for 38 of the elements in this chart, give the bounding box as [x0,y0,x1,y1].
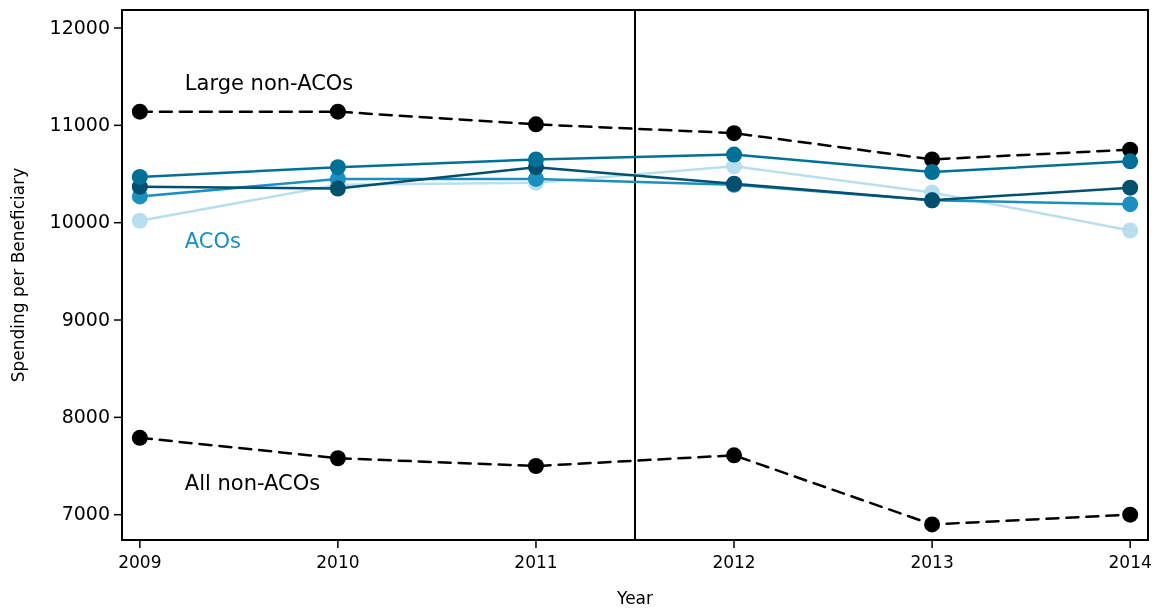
point [726,125,743,142]
point [726,447,743,464]
series-label: Large non-ACOs [184,70,354,95]
point [1122,179,1139,196]
point [329,103,346,120]
series-label: All non-ACOs [184,470,321,495]
point [527,116,544,133]
point [131,429,148,446]
x-tick-label: 2012 [712,552,756,572]
point [329,159,346,176]
point [1122,506,1139,523]
x-tick-label: 2014 [1108,552,1152,572]
y-tick-label: 10000 [49,210,110,233]
x-tick-label: 2009 [118,552,162,572]
x-tick-label: 2010 [316,552,360,572]
point [1122,196,1139,213]
point [329,450,346,467]
x-tick-label: 2013 [910,552,954,572]
series-label: ACOs [184,229,241,254]
y-tick-label: 8000 [61,404,110,427]
y-tick-label: 11000 [49,112,110,135]
x-axis-title: Year [616,588,653,608]
y-tick-label: 9000 [61,307,110,330]
point [924,164,941,181]
x-tick-label: 2011 [514,552,558,572]
point [726,146,743,163]
point [1122,222,1139,239]
y-axis-title: Spending per Beneficiary [8,167,28,383]
point [131,103,148,120]
point [527,458,544,475]
y-tick-label: 12000 [49,15,110,38]
point [1122,153,1139,170]
point [924,516,941,533]
point [527,151,544,168]
point [131,168,148,185]
y-tick-label: 7000 [61,502,110,525]
point [329,180,346,197]
point [131,212,148,229]
